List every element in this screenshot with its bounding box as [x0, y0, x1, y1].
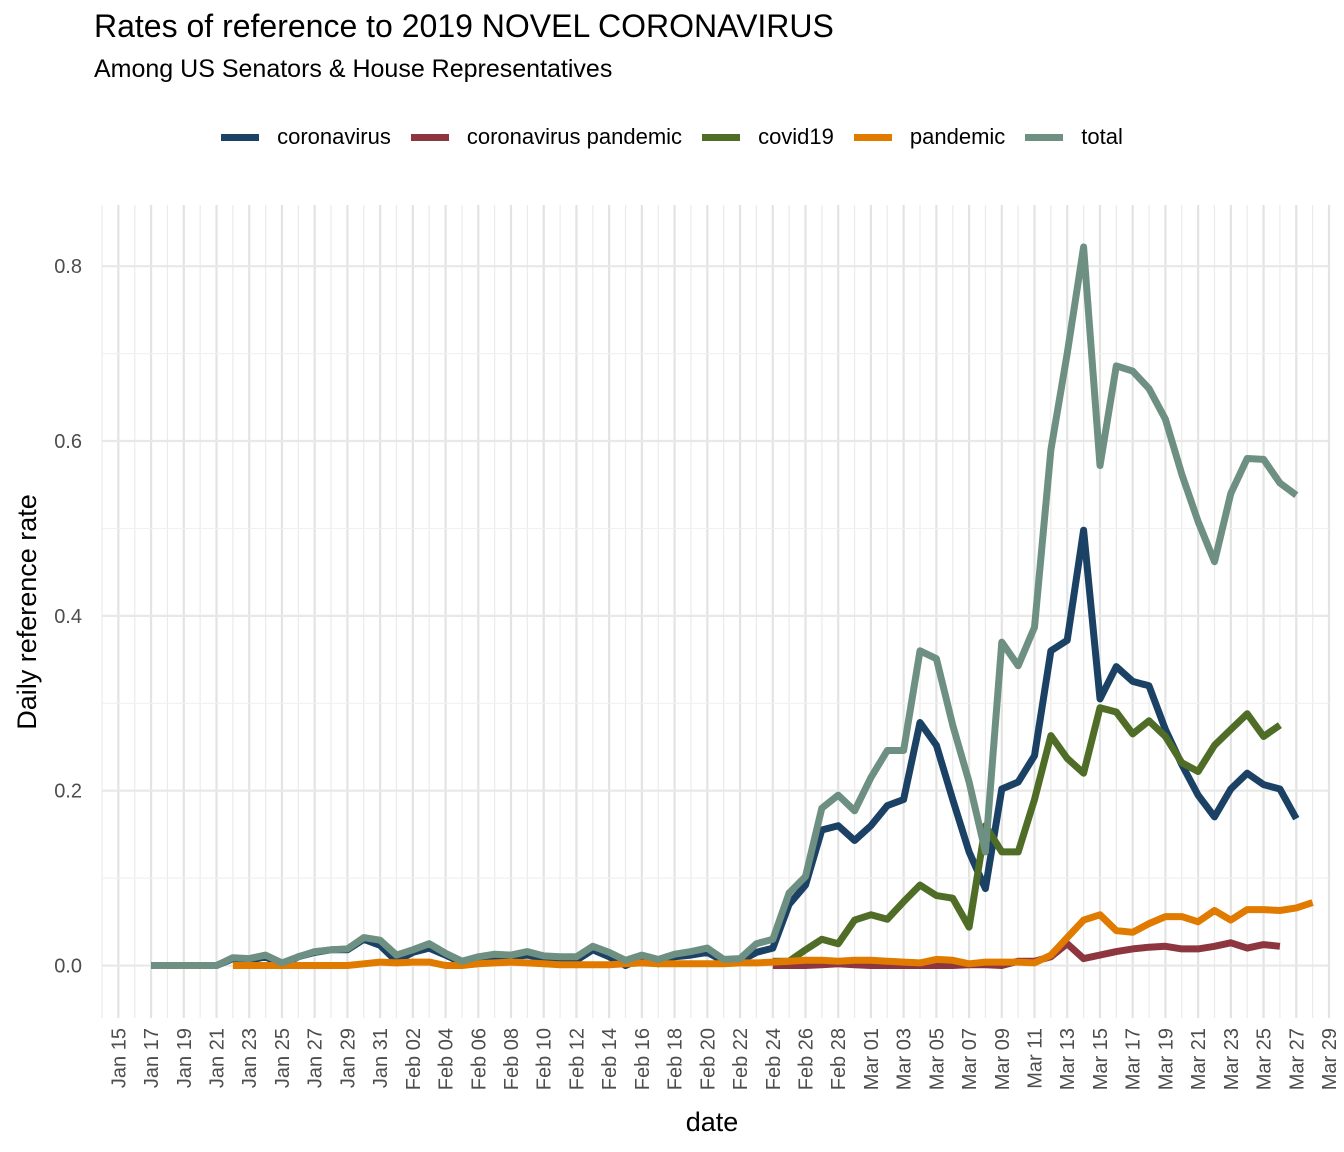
- x-tick-label: Feb 20: [697, 1028, 719, 1090]
- x-tick-label: Mar 07: [959, 1028, 981, 1090]
- legend-item: coronavirus: [221, 124, 391, 150]
- legend-key-swatch: [702, 133, 741, 141]
- legend-item: covid19: [702, 124, 834, 150]
- y-tick-label: 0.0: [54, 956, 82, 978]
- legend-label: pandemic: [909, 124, 1006, 149]
- x-tick-label: Mar 23: [1221, 1028, 1243, 1090]
- y-tick-labels: 0.0 0.2 0.4 0.6 0.8: [54, 256, 82, 977]
- x-tick-labels: Jan 15 Jan 17 Jan 19 Jan 21 Jan 23 Jan 25 Jan …: [108, 1028, 1341, 1090]
- x-tick-label: Feb 10: [534, 1028, 556, 1090]
- x-tick-label: Feb 18: [665, 1028, 687, 1090]
- x-axis-label: date: [686, 1107, 739, 1137]
- x-tick-label: Feb 08: [501, 1028, 523, 1090]
- x-tick-label: Jan 19: [174, 1028, 196, 1088]
- x-tick-label: Mar 03: [894, 1028, 916, 1090]
- legend-key-swatch: [853, 133, 892, 141]
- x-tick-label: Mar 25: [1254, 1028, 1276, 1090]
- x-tick-label: Jan 25: [272, 1028, 294, 1088]
- x-tick-label: Mar 27: [1286, 1028, 1308, 1090]
- x-tick-label: Feb 14: [599, 1028, 621, 1090]
- legend-label: covid19: [758, 124, 834, 149]
- x-tick-label: Mar 13: [1057, 1028, 1079, 1090]
- y-tick-label: 0.4: [54, 606, 82, 628]
- chart-subtitle: Among US Senators & House Representative…: [94, 55, 613, 83]
- legend-item: pandemic: [853, 124, 1006, 150]
- chart-title: Rates of reference to 2019 NOVEL CORONAV…: [94, 8, 834, 44]
- x-tick-label: Mar 29: [1319, 1028, 1341, 1090]
- x-tick-label: Feb 24: [763, 1028, 785, 1090]
- series-line-covid19: [772, 704, 1282, 965]
- x-tick-label: Jan 17: [141, 1028, 163, 1088]
- legend-key-swatch: [1025, 133, 1064, 141]
- legend-label: coronavirus pandemic: [466, 124, 683, 149]
- y-tick-label: 0.8: [54, 256, 82, 278]
- legend-label: total: [1081, 124, 1123, 149]
- x-tick-label: Feb 12: [566, 1028, 588, 1090]
- x-tick-label: Mar 19: [1155, 1028, 1177, 1090]
- x-tick-label: Jan 27: [305, 1028, 327, 1088]
- y-tick-label: 0.6: [54, 431, 82, 453]
- y-axis-label: Daily reference rate: [12, 494, 42, 730]
- legend-key-swatch: [221, 133, 260, 141]
- x-tick-label: Feb 02: [403, 1028, 425, 1090]
- x-tick-label: Mar 21: [1188, 1028, 1210, 1090]
- y-tick-label: 0.2: [54, 781, 82, 803]
- x-tick-label: Feb 28: [828, 1028, 850, 1090]
- legend-label: coronavirus: [277, 124, 391, 149]
- x-tick-label: Mar 01: [861, 1028, 883, 1090]
- series-line-total: [151, 243, 1299, 969]
- x-tick-label: Mar 17: [1123, 1028, 1145, 1090]
- x-tick-label: Jan 29: [337, 1028, 359, 1088]
- x-tick-label: Feb 16: [632, 1028, 654, 1090]
- legend-item: coronavirus pandemic: [410, 124, 683, 150]
- x-tick-label: Feb 26: [795, 1028, 817, 1090]
- x-tick-label: Mar 15: [1090, 1028, 1112, 1090]
- x-tick-label: Jan 23: [239, 1028, 261, 1088]
- legend-item: total: [1025, 124, 1123, 150]
- x-tick-label: Feb 04: [436, 1028, 458, 1090]
- x-tick-label: Mar 05: [926, 1028, 948, 1090]
- x-tick-label: Feb 22: [730, 1028, 752, 1090]
- legend: coronavirus coronavirus pandemic covid19 pa…: [0, 124, 1344, 150]
- series-line-pandemic: [232, 899, 1314, 969]
- series-lines: [151, 243, 1314, 969]
- legend-key-swatch: [410, 133, 449, 141]
- x-tick-label: Jan 31: [370, 1028, 392, 1088]
- x-tick-label: Feb 06: [468, 1028, 490, 1090]
- x-tick-label: Jan 21: [207, 1028, 229, 1088]
- grid: [101, 205, 1331, 1018]
- x-tick-label: Mar 11: [1025, 1028, 1047, 1089]
- x-tick-label: Mar 09: [992, 1028, 1014, 1090]
- x-tick-label: Jan 15: [108, 1028, 130, 1088]
